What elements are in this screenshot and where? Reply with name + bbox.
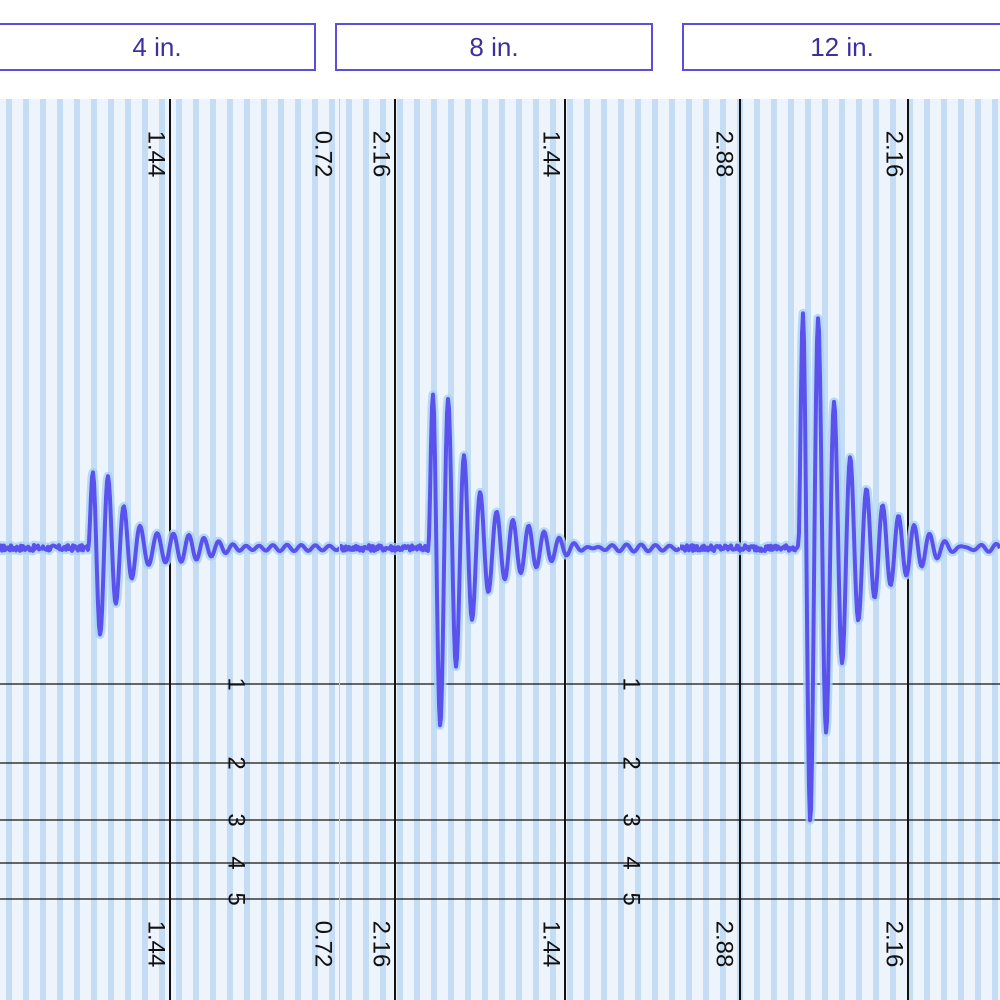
scale-label: 2	[223, 756, 250, 769]
scale-label-group: 5	[618, 892, 645, 905]
bottom-tick-label: 0.72	[310, 921, 337, 968]
top-tick-label-group: 0.72	[310, 131, 337, 178]
panel-divider	[339, 99, 340, 1000]
scale-label-group: 1	[223, 677, 250, 690]
bottom-tick-label-group: 2.16	[881, 921, 908, 968]
bottom-tick-label: 1.44	[538, 921, 565, 968]
panel-label-8in: 8 in.	[335, 23, 653, 71]
waveform-trace	[340, 392, 680, 728]
scale-label-group: 2	[223, 756, 250, 769]
waveform-trace	[0, 470, 340, 637]
scale-label: 5	[618, 892, 645, 905]
top-tick-label-group: 1.44	[538, 131, 565, 178]
bottom-tick-label: 2.16	[368, 921, 395, 968]
scale-label: 3	[223, 813, 250, 826]
top-tick-label-group: 1.44	[143, 131, 170, 178]
scale-label-group: 4	[223, 856, 250, 869]
top-tick-label-group: 2.88	[711, 131, 738, 178]
bottom-tick-label: 1.44	[143, 921, 170, 968]
panel-label-text: 12 in.	[810, 31, 874, 62]
bottom-tick-label-group: 2.16	[368, 921, 395, 968]
bottom-tick-label-group: 1.44	[143, 921, 170, 968]
top-tick-label-group: 2.16	[368, 131, 395, 178]
scale-label: 4	[618, 856, 645, 869]
scale-label: 4	[223, 856, 250, 869]
scale-label-group: 2	[618, 756, 645, 769]
scale-label: 1	[618, 677, 645, 690]
waveform-trace	[680, 311, 1000, 823]
scale-label-group: 4	[618, 856, 645, 869]
scale-label: 5	[223, 892, 250, 905]
scale-label: 1	[223, 677, 250, 690]
top-tick-label-group: 2.16	[881, 131, 908, 178]
seismogram-12in: 2.88 2.16 2.88 2.16	[680, 99, 1000, 1000]
scale-label-group: 3	[618, 813, 645, 826]
scale-label-group: 5	[223, 892, 250, 905]
panel-label-12in: 12 in.	[682, 23, 1000, 71]
bottom-tick-label: 2.88	[711, 921, 738, 968]
seismogram-4in: 1.44 0.72 1.44 0.72 1 2 3 4 5	[0, 99, 340, 1000]
top-tick-label: 2.88	[711, 131, 738, 178]
seismogram-8in: 2.16 1.44 2.16 1.44 1 2 3 4 5	[340, 99, 680, 1000]
top-tick-label: 2.16	[881, 131, 908, 178]
panel-label-text: 4 in.	[132, 31, 182, 62]
bottom-tick-label-group: 1.44	[538, 921, 565, 968]
scale-label: 2	[618, 756, 645, 769]
bottom-tick-label: 2.16	[881, 921, 908, 968]
scale-label: 3	[618, 813, 645, 826]
seismogram-panel-4in: 1.44 0.72 1.44 0.72 1 2 3 4 5	[0, 99, 340, 1000]
top-tick-label: 1.44	[538, 131, 565, 178]
top-tick-label: 2.16	[368, 131, 395, 178]
seismogram-panel-12in: 2.88 2.16 2.88 2.16	[680, 99, 1000, 1000]
bottom-tick-label-group: 0.72	[310, 921, 337, 968]
scale-label-group: 1	[618, 677, 645, 690]
scale-label-group: 3	[223, 813, 250, 826]
seismogram-panel-8in: 2.16 1.44 2.16 1.44 1 2 3 4 5	[340, 99, 680, 1000]
panel-label-text: 8 in.	[469, 31, 519, 62]
bottom-tick-label-group: 2.88	[711, 921, 738, 968]
top-tick-label: 0.72	[310, 131, 337, 178]
panel-label-4in: 4 in.	[0, 23, 316, 71]
top-tick-label: 1.44	[143, 131, 170, 178]
